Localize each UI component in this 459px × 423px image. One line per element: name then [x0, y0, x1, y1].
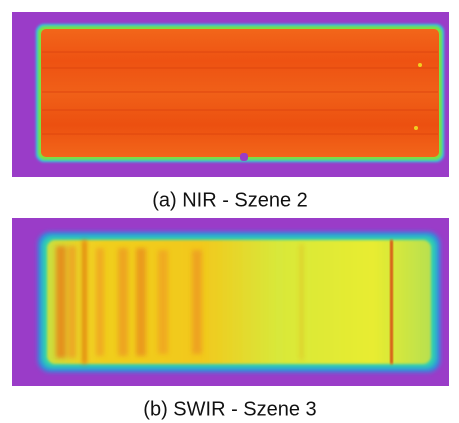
nir-image [12, 12, 449, 177]
caption: (b) SWIR - Szene 3 [143, 398, 316, 420]
swir-image [12, 218, 449, 386]
caption: (a) NIR - Szene 2 [152, 189, 308, 211]
figure: (a) NIR - Szene 2 (b) SWIR - Szene 3 [0, 0, 459, 423]
